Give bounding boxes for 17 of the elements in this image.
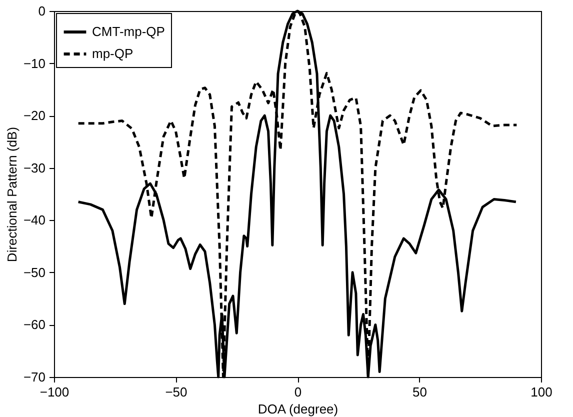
y-tick-label: −70 <box>23 370 46 384</box>
y-tick-label: 0 <box>38 4 46 18</box>
y-tick-label: −60 <box>23 317 46 332</box>
legend-label: CMT-mp-QP <box>92 24 165 39</box>
y-tick-label: −30 <box>23 160 46 176</box>
x-tick-label: 0 <box>294 384 302 400</box>
x-tick-label: 100 <box>530 384 552 400</box>
y-axis-title: Directional Pattern (dB) <box>4 126 20 262</box>
x-axis-title: DOA (degree) <box>258 402 338 416</box>
x-tick-label: −100 <box>40 384 70 400</box>
legend-label: mp-QP <box>92 46 134 61</box>
y-tick-label: −20 <box>23 108 46 124</box>
y-tick-label: −50 <box>23 264 46 280</box>
y-tick-label: −10 <box>23 56 46 71</box>
x-tick-label: −50 <box>165 384 188 400</box>
x-tick-label: 50 <box>412 384 427 400</box>
y-tick-label: −40 <box>23 212 46 228</box>
